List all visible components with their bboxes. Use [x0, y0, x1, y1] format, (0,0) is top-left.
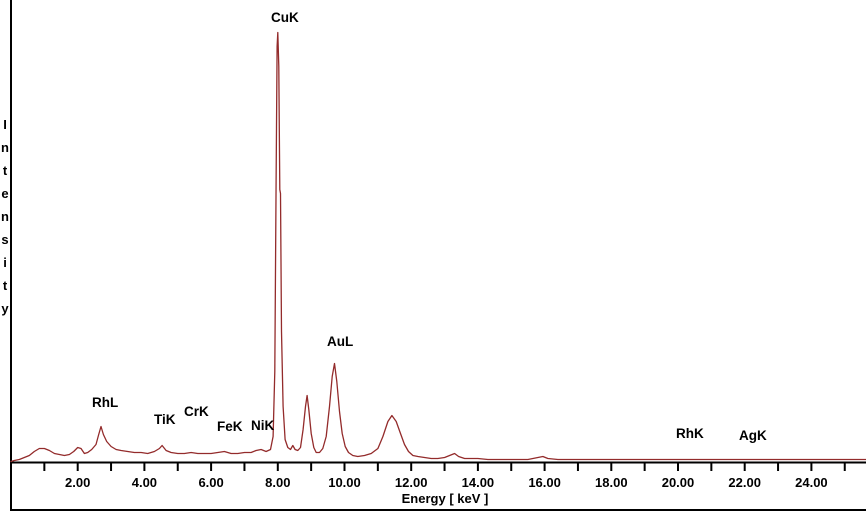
y-axis-label-letter: I [3, 117, 7, 132]
peak-label-AgK: AgK [739, 428, 767, 443]
peak-label-NiK: NiK [251, 418, 275, 433]
y-axis-label-letter: y [1, 301, 9, 316]
peak-label-RhL: RhL [92, 395, 118, 410]
y-axis-label-letter: s [1, 232, 8, 247]
x-tick-label: 4.00 [132, 475, 157, 490]
x-tick-label: 10.00 [328, 475, 361, 490]
peak-label-CuK: CuK [271, 10, 299, 25]
y-axis-label-letter: i [3, 255, 7, 270]
spectrum-trace [10, 31, 866, 463]
y-axis-label-letter: t [3, 163, 8, 178]
x-tick-label: 8.00 [265, 475, 290, 490]
x-tick-label: 6.00 [198, 475, 223, 490]
y-axis-label-letter: n [1, 140, 9, 155]
y-axis-label-letter: t [3, 278, 8, 293]
x-tick-label: 12.00 [395, 475, 428, 490]
x-tick-label: 14.00 [462, 475, 495, 490]
peak-label-AuL: AuL [327, 334, 353, 349]
x-tick-label: 16.00 [528, 475, 561, 490]
x-tick-label: 22.00 [728, 475, 761, 490]
peak-label-FeK: FeK [217, 419, 243, 434]
x-axis-label: Energy [ keV ] [402, 491, 489, 506]
peak-label-RhK: RhK [676, 426, 704, 441]
y-axis-label-letter: n [1, 209, 9, 224]
y-axis-label-letter: e [1, 186, 8, 201]
x-tick-label: 24.00 [795, 475, 828, 490]
peak-label-TiK: TiK [154, 412, 176, 427]
peak-label-CrK: CrK [184, 404, 209, 419]
x-tick-label: 20.00 [662, 475, 695, 490]
x-tick-label: 2.00 [65, 475, 90, 490]
x-tick-label: 18.00 [595, 475, 628, 490]
